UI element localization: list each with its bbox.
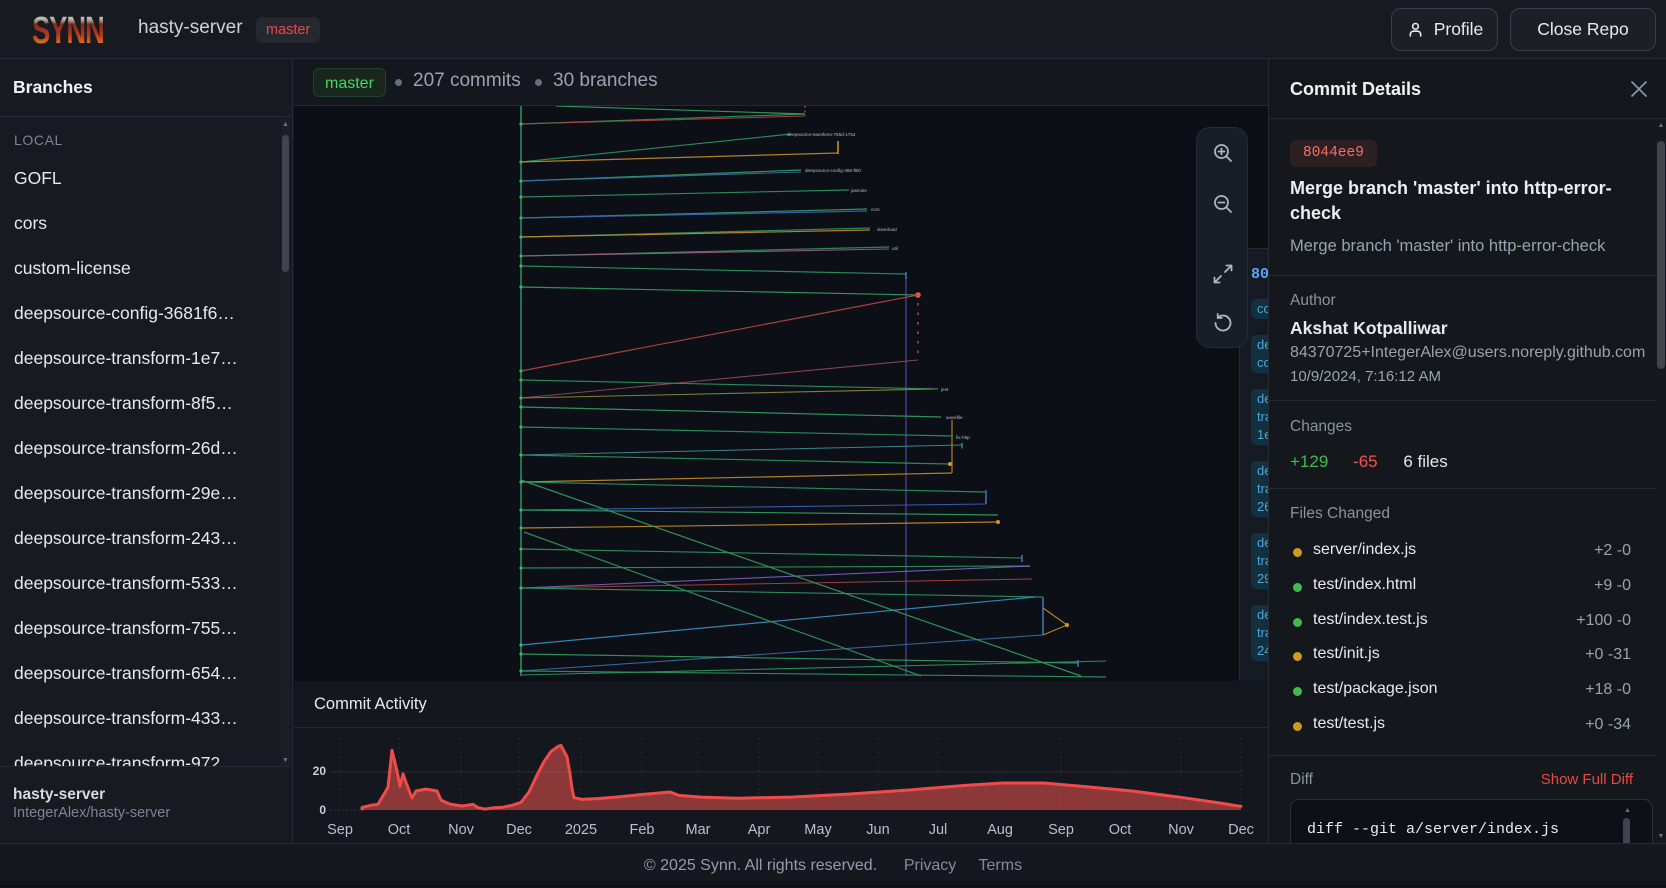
svg-text:util: util xyxy=(892,246,898,251)
svg-text:May: May xyxy=(804,822,832,838)
svg-text:Apr: Apr xyxy=(748,822,771,838)
svg-text:Sep: Sep xyxy=(327,822,353,838)
svg-text:2025: 2025 xyxy=(565,822,597,838)
svg-text:Nov: Nov xyxy=(448,822,475,838)
svg-text:jest: jest xyxy=(940,387,949,392)
svg-text:Dec: Dec xyxy=(1228,822,1254,838)
svg-text:jasmine: jasmine xyxy=(850,188,867,193)
svg-text:fix-http: fix-http xyxy=(956,435,970,440)
svg-text:20: 20 xyxy=(313,764,327,778)
svg-text:Sep: Sep xyxy=(1048,822,1074,838)
svg-text:Oct: Oct xyxy=(1109,822,1132,838)
svg-text:Jun: Jun xyxy=(866,822,889,838)
svg-text:Nov: Nov xyxy=(1168,822,1195,838)
svg-text:Mar: Mar xyxy=(686,822,711,838)
svg-text:0: 0 xyxy=(319,803,326,817)
svg-text:wavefile: wavefile xyxy=(946,415,963,420)
svg-text:deepsource-config-368-f6l0: deepsource-config-368-f6l0 xyxy=(805,168,861,173)
svg-text:Feb: Feb xyxy=(630,822,655,838)
svg-text:Jul: Jul xyxy=(929,822,948,838)
svg-text:download: download xyxy=(877,227,897,232)
svg-text:Oct: Oct xyxy=(388,822,411,838)
svg-text:Dec: Dec xyxy=(506,822,532,838)
svg-text:Aug: Aug xyxy=(987,822,1013,838)
svg-text:deepsource-transform-755d-1754: deepsource-transform-755d-1754 xyxy=(787,132,856,137)
svg-text:cors: cors xyxy=(871,207,880,212)
